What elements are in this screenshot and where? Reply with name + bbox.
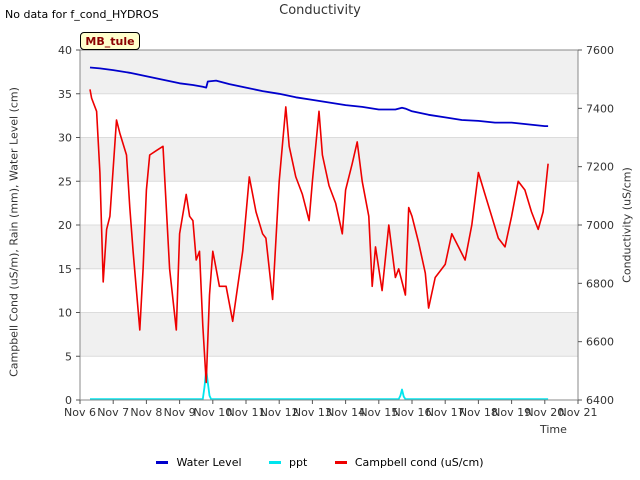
y-axis-label-right: Conductivity (uS/cm) <box>620 167 634 283</box>
y-tick-label-right: 6800 <box>586 277 614 290</box>
x-axis-label: Time <box>540 423 567 436</box>
y-tick-label-left: 30 <box>58 132 72 145</box>
y-tick-label-left: 35 <box>58 88 72 101</box>
y-axis-label-left: Campbell Cond (uS/m), Rain (mm), Water L… <box>7 87 21 377</box>
legend-swatch-campbell-cond <box>334 461 347 464</box>
x-tick-label: Nov 12 <box>260 406 299 419</box>
y-tick-label-right: 7400 <box>586 102 614 115</box>
y-tick-label-right: 6400 <box>586 394 614 407</box>
x-tick-label: Nov 20 <box>525 406 564 419</box>
legend-swatch-ppt <box>269 461 282 464</box>
background-band <box>80 137 578 182</box>
legend-label-campbell-cond: Campbell cond (uS/cm) <box>354 456 484 469</box>
y-tick-label-left: 10 <box>58 307 72 320</box>
y-tick-label-right: 6600 <box>586 336 614 349</box>
series-line-ppt <box>90 368 549 400</box>
y-tick-label-left: 5 <box>65 350 72 363</box>
series-line-water-level <box>89 66 549 127</box>
x-tick-label: Nov 18 <box>459 406 498 419</box>
x-tick-label: Nov 15 <box>359 406 398 419</box>
legend-item-water-level: Water Level <box>156 456 242 469</box>
x-tick-label: Nov 11 <box>227 406 266 419</box>
legend-label-water-level: Water Level <box>176 456 242 469</box>
legend: Water Level ppt Campbell cond (uS/cm) <box>0 454 640 469</box>
y-tick-label-left: 0 <box>65 394 72 407</box>
background-band <box>80 312 578 357</box>
chart-title: Conductivity <box>279 3 361 18</box>
y-tick-label-left: 20 <box>58 219 72 232</box>
axis-ticks: 0 5 10 15 20 25 30 35 40 6400 6600 6800 7000 7200 7400… <box>58 44 614 419</box>
x-tick-label: Nov 21 <box>559 406 598 419</box>
legend-swatch-water-level <box>156 461 169 464</box>
x-tick-label: Nov 7 <box>97 406 129 419</box>
legend-item-ppt: ppt <box>269 456 307 469</box>
x-tick-label: Nov 8 <box>130 406 162 419</box>
x-tick-label: Nov 19 <box>492 406 531 419</box>
series-line-campbell-cond-us-cm <box>89 89 549 384</box>
y-tick-label-right: 7600 <box>586 44 614 57</box>
site-tag: MB_tule <box>80 32 140 50</box>
x-tick-label: Nov 13 <box>293 406 332 419</box>
x-tick-label: Nov 6 <box>64 406 96 419</box>
y-tick-label-left: 15 <box>58 263 72 276</box>
y-tick-label-left: 25 <box>58 175 72 188</box>
no-data-note: No data for f_cond_HYDROS <box>5 8 159 21</box>
legend-label-ppt: ppt <box>289 456 308 469</box>
y-tick-label-right: 7000 <box>586 219 614 232</box>
x-tick-label: Nov 17 <box>426 406 465 419</box>
series-layer <box>89 66 549 400</box>
y-tick-label-left: 40 <box>58 44 72 57</box>
x-tick-label: Nov 9 <box>164 406 196 419</box>
legend-item-campbell-cond: Campbell cond (uS/cm) <box>334 456 484 469</box>
background-band <box>80 50 578 94</box>
x-tick-label: Nov 10 <box>193 406 232 419</box>
y-tick-label-right: 7200 <box>586 161 614 174</box>
x-tick-label: Nov 14 <box>326 406 365 419</box>
background-band <box>80 225 578 269</box>
x-tick-label: Nov 16 <box>393 406 432 419</box>
background-bands <box>80 50 578 357</box>
